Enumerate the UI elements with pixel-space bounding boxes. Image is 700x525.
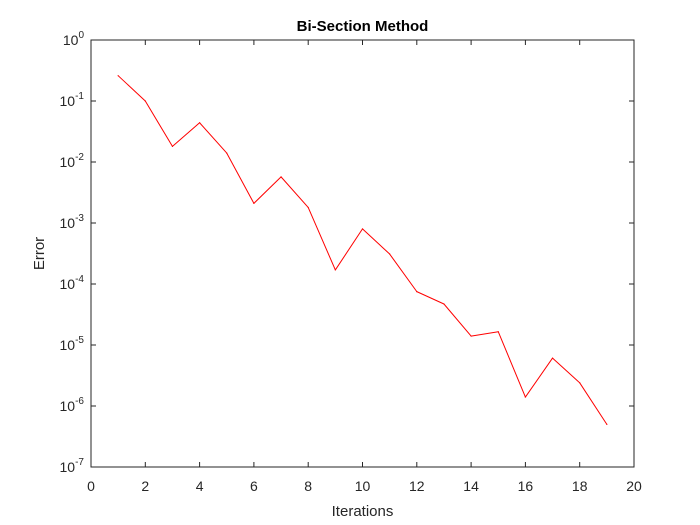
y-tick-label: 100 [63,30,85,48]
data-point [497,331,499,333]
x-tick-label: 8 [304,478,312,494]
data-point [579,382,581,384]
chart-title: Bi-Section Method [297,18,429,35]
data-point [253,202,255,204]
series-layer [117,75,608,425]
y-tick-label: 10-2 [60,152,85,170]
data-point [117,75,119,77]
data-point [443,303,445,305]
data-point [470,335,472,337]
data-point [389,253,391,255]
y-tick-label: 10-6 [60,396,85,414]
data-point [606,423,608,425]
data-point [361,228,364,230]
y-tick-label: 10-3 [60,213,85,231]
x-axis-ticks: 0 2 4 6 8 10 12 14 16 18 20 [87,40,642,494]
y-tick-label: 10-1 [60,91,85,109]
y-tick-label: 10-4 [60,274,85,292]
x-tick-label: 16 [518,478,534,494]
x-tick-label: 2 [141,478,149,494]
x-tick-label: 20 [626,478,642,494]
data-point [416,291,418,293]
data-point [226,152,228,154]
data-point [144,100,146,102]
data-point [551,357,554,359]
y-axis-ticks: 100 10-1 10-2 10-3 10-4 10-5 10-6 10-7 [60,30,634,475]
data-point [307,206,309,209]
y-axis-label: Error [31,237,48,270]
x-axis-label: Iterations [332,503,394,520]
x-tick-label: 12 [409,478,425,494]
x-tick-label: 10 [355,478,371,494]
y-tick-label: 10-5 [60,335,85,353]
x-tick-label: 14 [463,478,479,494]
x-tick-label: 18 [572,478,588,494]
x-tick-label: 4 [196,478,204,494]
data-point [334,269,336,271]
plot-area [91,40,634,467]
x-tick-label: 0 [87,478,95,494]
data-point [280,176,282,178]
data-point [524,396,527,398]
x-tick-label: 6 [250,478,258,494]
data-point [199,122,201,124]
y-tick-label: 10-7 [60,457,85,475]
data-point [171,145,174,148]
